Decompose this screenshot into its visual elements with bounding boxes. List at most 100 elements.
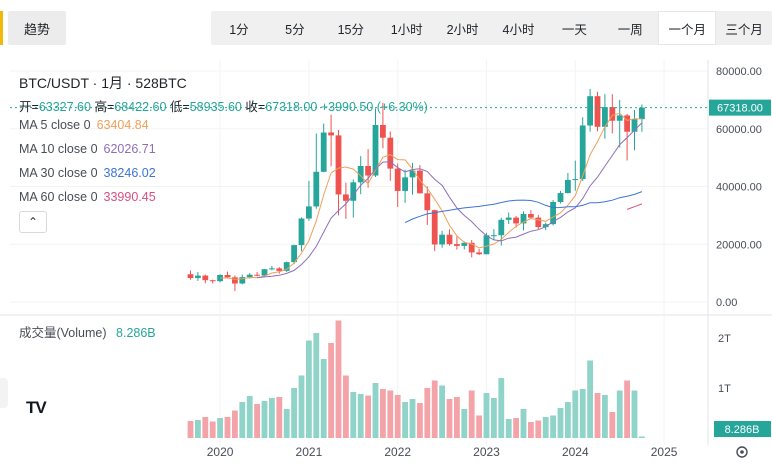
volume-bar bbox=[202, 417, 209, 438]
high-value: 68422.60 bbox=[114, 100, 167, 114]
candle bbox=[572, 160, 579, 191]
candle-body bbox=[291, 245, 297, 263]
timeframe-tab[interactable]: 一个月 bbox=[658, 11, 717, 45]
chevron-up-icon: ⌃ bbox=[27, 215, 39, 229]
volume-bar bbox=[498, 378, 505, 438]
candle-body bbox=[446, 234, 453, 245]
volume-bar bbox=[454, 397, 460, 438]
ma-value: 63404.84 bbox=[96, 118, 149, 132]
time-axis-label: 2024 bbox=[562, 445, 589, 459]
candle-body bbox=[624, 115, 630, 132]
ma-line bbox=[404, 191, 643, 224]
ma-legend-item: MA 5 close 0 63404.84 bbox=[19, 118, 149, 132]
volume-bar bbox=[505, 419, 512, 438]
ma-line bbox=[257, 122, 643, 279]
candle bbox=[587, 88, 593, 132]
candle-body bbox=[498, 219, 505, 236]
close-value: 67318.00 bbox=[265, 100, 318, 114]
change-value: +3990.50 (+6.30%) bbox=[320, 100, 428, 114]
candle-body bbox=[365, 165, 371, 176]
settings-gear-icon[interactable] bbox=[736, 446, 748, 458]
volume-bar bbox=[195, 420, 201, 438]
timeframe-tab[interactable]: 2小时 bbox=[446, 22, 479, 37]
ma-value: 33990.45 bbox=[103, 190, 156, 204]
timeframe-tab[interactable]: 三个月 bbox=[725, 22, 763, 37]
timeframe-tab[interactable]: 一天 bbox=[561, 22, 587, 37]
time-axis-label: 2020 bbox=[207, 445, 234, 459]
ma-label: MA 5 close 0 bbox=[19, 118, 91, 132]
candle bbox=[454, 236, 460, 250]
candle-body bbox=[476, 252, 482, 255]
candle bbox=[283, 261, 290, 272]
candle bbox=[328, 114, 334, 167]
candle-body bbox=[565, 179, 571, 194]
candle-body bbox=[224, 275, 231, 278]
candle-body bbox=[528, 214, 534, 218]
ma-legend-item: MA 60 close 0 33990.45 bbox=[19, 190, 156, 204]
volume-bar bbox=[579, 389, 586, 438]
candle-body bbox=[306, 206, 312, 219]
tab-trend[interactable]: 趋势 bbox=[8, 11, 66, 45]
candle bbox=[491, 229, 497, 241]
price-axis-label: 0.00 bbox=[716, 297, 737, 309]
candle bbox=[232, 275, 238, 292]
candle bbox=[446, 229, 453, 246]
candle bbox=[602, 94, 608, 139]
volume-bar bbox=[624, 380, 630, 438]
candle bbox=[343, 182, 349, 219]
candle bbox=[209, 279, 216, 284]
candle-body bbox=[232, 277, 238, 284]
candle-body bbox=[520, 214, 527, 224]
candle-body bbox=[631, 119, 638, 132]
volume-bar bbox=[298, 375, 305, 438]
volume-bar bbox=[283, 409, 290, 438]
timeframe-tab[interactable]: 1小时 bbox=[390, 22, 423, 37]
low-value: 58935.60 bbox=[189, 100, 242, 114]
timeframe-tab[interactable]: 15分 bbox=[337, 22, 364, 37]
timeframe-tab[interactable]: 一周 bbox=[617, 22, 643, 37]
volume-bar bbox=[387, 390, 394, 438]
candle-body bbox=[394, 168, 401, 191]
candle bbox=[565, 172, 571, 194]
candle-body bbox=[468, 242, 475, 253]
volume-bar bbox=[217, 418, 223, 438]
candle-body bbox=[609, 107, 616, 121]
collapse-legend-button[interactable]: ⌃ bbox=[19, 211, 47, 233]
volume-bar bbox=[187, 421, 194, 438]
timeframe-tab[interactable]: 1分 bbox=[229, 22, 249, 37]
candle bbox=[579, 117, 586, 182]
candle-body bbox=[357, 165, 364, 183]
candle bbox=[387, 131, 394, 181]
ma-label: MA 60 close 0 bbox=[19, 190, 98, 204]
volume-bar bbox=[446, 399, 453, 438]
time-axis-label: 2022 bbox=[384, 445, 411, 459]
volume-bar bbox=[520, 409, 527, 438]
candle bbox=[269, 265, 275, 271]
candle-body bbox=[639, 107, 645, 120]
candle-body bbox=[513, 217, 519, 224]
candle-body bbox=[550, 201, 556, 225]
price-axis-label: 60000.00 bbox=[716, 124, 762, 136]
tradingview-logo: TV bbox=[26, 398, 47, 417]
drawer-handle[interactable] bbox=[0, 378, 8, 408]
volume-bar bbox=[491, 398, 497, 438]
volume-bar bbox=[557, 408, 564, 438]
volume-bar bbox=[535, 420, 542, 438]
timeframe-tab[interactable]: 4小时 bbox=[502, 22, 535, 37]
chart-title: BTC/USDT · 1月 · 528BTC bbox=[19, 75, 187, 91]
volume-bar bbox=[461, 409, 468, 438]
candle-body bbox=[424, 193, 431, 211]
volume-label: 成交量(Volume) bbox=[19, 326, 107, 340]
candle-body bbox=[328, 132, 334, 136]
candle bbox=[528, 210, 534, 219]
axes: 80000.00 60000.00 40000.00 20000.00 0.00 2T 1T… bbox=[10, 66, 771, 459]
timeframe-tab[interactable]: 5分 bbox=[285, 22, 305, 37]
candle-body bbox=[209, 280, 216, 282]
candle-body bbox=[454, 244, 460, 246]
ma-legend-item: MA 30 close 0 38246.02 bbox=[19, 166, 156, 180]
volume-bar bbox=[476, 415, 482, 438]
high-label: 高 bbox=[94, 100, 107, 114]
volume-legend: 成交量(Volume) 8.286B bbox=[19, 322, 156, 341]
candle bbox=[505, 212, 512, 224]
